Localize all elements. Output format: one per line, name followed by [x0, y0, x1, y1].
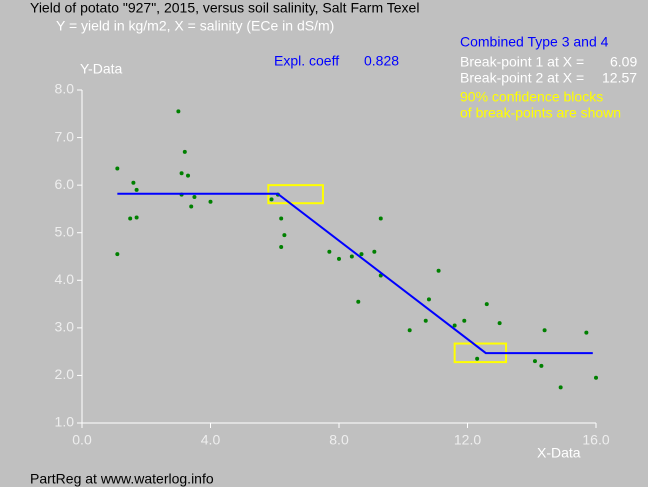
y-tick-label: 3.0 — [55, 319, 75, 335]
coeff-value: 0.828 — [364, 53, 399, 69]
point — [349, 254, 354, 259]
point — [532, 359, 537, 364]
fit-line — [117, 192, 593, 355]
y-tick-label: 1.0 — [55, 414, 75, 430]
point — [134, 215, 139, 220]
point — [462, 318, 467, 323]
chart-title: Yield of potato "927", 2015, versus soil… — [30, 0, 419, 16]
point — [182, 149, 187, 154]
point — [584, 330, 589, 335]
point — [189, 204, 194, 209]
subtitle: Y = yield in kg/m2, X = salinity (ECe in… — [56, 18, 334, 34]
point — [279, 244, 284, 249]
break-point-value: 12.57 — [602, 70, 637, 86]
point — [359, 252, 364, 257]
point — [269, 197, 274, 202]
block-note: of break-points are shown — [460, 105, 621, 121]
y-tick-label: 6.0 — [55, 176, 75, 192]
point — [192, 195, 197, 200]
point — [426, 297, 431, 302]
point — [423, 318, 428, 323]
footer: PartReg at www.waterlog.info — [30, 471, 214, 487]
fit-title: Combined Type 3 and 4 — [460, 34, 609, 50]
x-axis-label: X-Data — [537, 445, 581, 461]
point — [134, 187, 139, 192]
point — [475, 356, 480, 361]
point — [594, 375, 598, 380]
point — [372, 249, 377, 254]
y-tick-label: 8.0 — [55, 81, 75, 97]
point — [436, 268, 441, 273]
point — [452, 323, 457, 328]
point — [115, 252, 120, 257]
point — [208, 199, 213, 204]
point — [497, 321, 502, 326]
point — [356, 299, 361, 304]
x-tick-label: 0.0 — [72, 432, 92, 448]
x-tick-label: 12.0 — [454, 432, 481, 448]
break-point-label: Break-point 1 at X = — [460, 54, 584, 70]
point — [282, 233, 287, 238]
x-tick-label: 8.0 — [329, 432, 349, 448]
point — [186, 173, 191, 178]
point — [407, 328, 412, 333]
point — [539, 363, 544, 368]
x-tick-label: 4.0 — [201, 432, 221, 448]
point — [131, 180, 136, 185]
point — [558, 385, 563, 390]
point — [279, 216, 284, 221]
y-axis-label: Y-Data — [80, 61, 123, 77]
point — [327, 249, 332, 254]
point — [542, 328, 547, 333]
y-tick-label: 2.0 — [55, 366, 75, 382]
y-tick-label: 4.0 — [55, 271, 75, 287]
x-tick-label: 16.0 — [582, 432, 609, 448]
point — [176, 109, 181, 114]
point — [484, 302, 489, 307]
point — [128, 216, 133, 221]
break-point-label: Break-point 2 at X = — [460, 70, 584, 86]
y-tick-label: 5.0 — [55, 223, 75, 239]
point — [337, 256, 341, 261]
break-point-value: 6.09 — [610, 54, 637, 70]
point — [115, 166, 120, 171]
point — [179, 171, 184, 176]
block-note: 90% confidence blocks — [460, 89, 603, 105]
coeff-label: Expl. coeff — [274, 53, 339, 69]
point — [378, 216, 383, 221]
y-tick-label: 7.0 — [55, 128, 75, 144]
